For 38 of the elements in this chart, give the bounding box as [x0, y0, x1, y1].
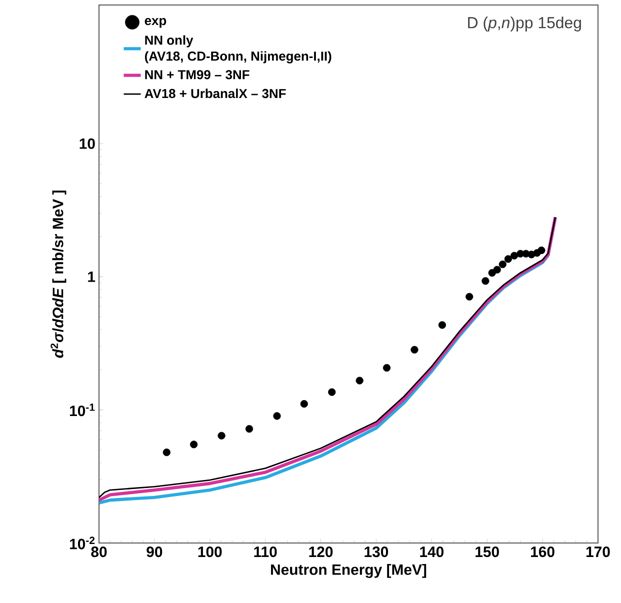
- point: [466, 292, 474, 301]
- point: [510, 252, 518, 260]
- x-tick-label: 110: [254, 546, 277, 558]
- y-axis-title: d$^{2}$σ/dΩdE [ mb/sr MeV ]: [50, 190, 66, 358]
- point: [328, 388, 336, 396]
- point: [162, 448, 170, 456]
- x-tick-label: 130: [364, 546, 388, 558]
- point: [273, 412, 281, 420]
- point: [538, 246, 546, 254]
- x-tick-label: 120: [309, 546, 333, 558]
- point: [438, 321, 446, 329]
- x-tick-label: 90: [146, 546, 162, 558]
- point: [218, 432, 226, 440]
- legend-label: exp: [144, 18, 166, 28]
- x-axis-title: Neutron Energy [MeV]: [271, 564, 426, 578]
- point: [410, 346, 418, 354]
- point: [382, 364, 391, 372]
- x-tick-label: 150: [476, 546, 499, 558]
- y-tick-label: 10$^{-1}$: [70, 404, 95, 416]
- point: [190, 440, 198, 448]
- x-tick-label: 160: [531, 546, 554, 558]
- y-tick-label: 1: [88, 272, 96, 282]
- x-tick-label: 140: [420, 546, 444, 558]
- x-tick-label: 80: [91, 546, 107, 558]
- y-tick-label: 10: [80, 138, 95, 149]
- point: [504, 255, 512, 263]
- legend-label: AV18 + UrbanalX – 3NF: [144, 88, 286, 98]
- point: [356, 376, 364, 384]
- x-tick-label: 170: [586, 546, 610, 558]
- point: [493, 266, 501, 274]
- point: [300, 400, 308, 408]
- point: [482, 277, 490, 285]
- annotation: D (p,n)pp 15deg: [468, 16, 581, 32]
- legend-label: NN only (AV18, CD-Bonn, Nijmegen-I,II): [144, 35, 332, 64]
- legend-label: NN + TM99 – 3NF: [145, 70, 250, 80]
- point: [498, 260, 506, 268]
- x-tick-label: 100: [198, 546, 222, 558]
- point: [245, 425, 254, 433]
